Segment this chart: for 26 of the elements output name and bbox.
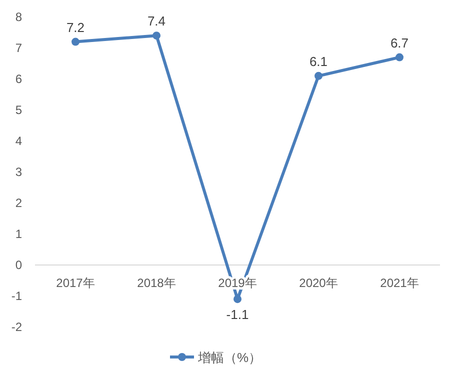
point <box>234 295 242 304</box>
point <box>152 32 160 40</box>
point <box>314 72 322 80</box>
y-tick-label: 3 <box>15 165 22 179</box>
x-tick-label: 2021年 <box>380 276 419 290</box>
y-tick-label: -2 <box>11 320 22 334</box>
y-tick-label: 6 <box>15 72 22 86</box>
y-tick-label: 5 <box>15 103 22 117</box>
x-tick-label: 2018年 <box>137 276 176 290</box>
y-tick-label: 7 <box>15 41 22 55</box>
y-tick-label: 0 <box>15 258 22 272</box>
data-label: -1.1 <box>226 307 249 322</box>
y-tick-label: 8 <box>15 10 22 24</box>
legend-label: 增幅（%） <box>197 350 262 365</box>
data-label: 7.2 <box>66 20 85 35</box>
data-label: 6.7 <box>390 35 409 50</box>
x-tick-label: 2017年 <box>56 276 95 290</box>
y-tick-label: -1 <box>11 289 22 303</box>
point <box>72 38 80 46</box>
data-label: 6.1 <box>309 54 328 69</box>
data-label: 7.4 <box>147 14 166 29</box>
y-tick-label: 1 <box>15 227 22 241</box>
y-tick-label: 4 <box>15 134 22 148</box>
x-tick-label: 2020年 <box>299 276 338 290</box>
y-tick-label: 2 <box>15 196 22 210</box>
point <box>396 53 404 62</box>
